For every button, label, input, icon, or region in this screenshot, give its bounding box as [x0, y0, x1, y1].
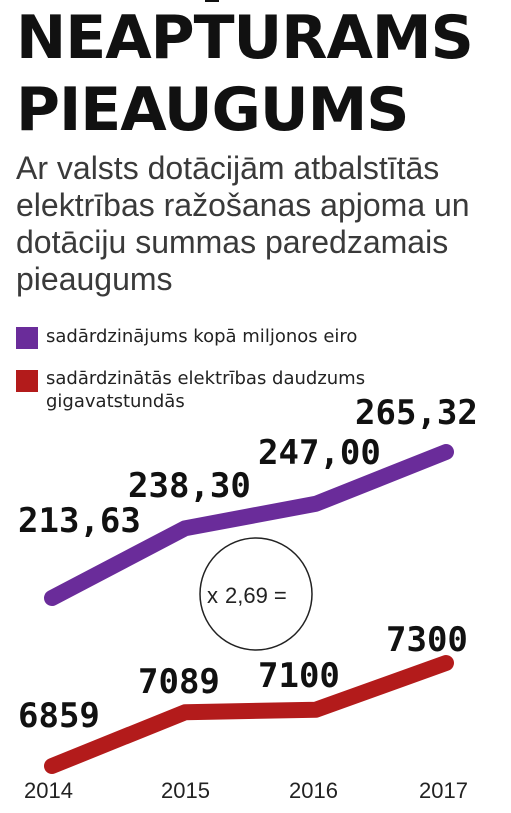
legend-entry-cost: sadārdzinājums kopā miljonos eiro — [16, 325, 496, 351]
legend-swatch-purple — [16, 327, 38, 349]
data-label-s2-2014: 6859 — [18, 696, 100, 736]
ratio-annotation: x 2,69 = — [199, 537, 313, 651]
series-line-2 — [44, 655, 454, 774]
data-label-s2-2015: 7089 — [138, 662, 220, 702]
series-line-1 — [44, 444, 454, 606]
headline-line-2: PIEAUGUMS — [16, 75, 409, 145]
data-label-s2-2017: 7300 — [386, 620, 468, 660]
data-label-s1-2014: 213,63 — [18, 501, 141, 541]
subtitle: Ar valsts dotācijām atbalstītās elektrīb… — [16, 150, 470, 297]
legend-entry-electricity: sadārdzinātās elektrības daudzums gigava… — [16, 367, 496, 417]
legend-label-electricity: sadārdzinātās elektrības daudzums gigava… — [46, 368, 366, 412]
x-tick-label-2014: 2014 — [24, 778, 73, 803]
legend-label-cost: sadārdzinājums kopā miljonos eiro — [46, 326, 358, 347]
data-label-s1-2016: 247,00 — [258, 433, 381, 473]
x-tick-label-2016: 2016 — [289, 778, 338, 803]
data-label-s2-2016: 7100 — [258, 656, 340, 696]
x-tick-label-2017: 2017 — [419, 778, 468, 803]
data-label-s1-2017: 265,32 — [355, 393, 478, 433]
headline-line-1: NEAPTURAMS — [16, 3, 474, 73]
ratio-circle — [199, 537, 313, 651]
data-label-s1-2015: 238,30 — [128, 466, 251, 506]
legend-swatch-red — [16, 370, 38, 392]
x-tick-label-2015: 2015 — [161, 778, 210, 803]
cropped-title-fragment — [205, 0, 219, 2]
ratio-prefix: x — [207, 583, 218, 608]
ratio-value: 2,69 = — [225, 583, 287, 608]
